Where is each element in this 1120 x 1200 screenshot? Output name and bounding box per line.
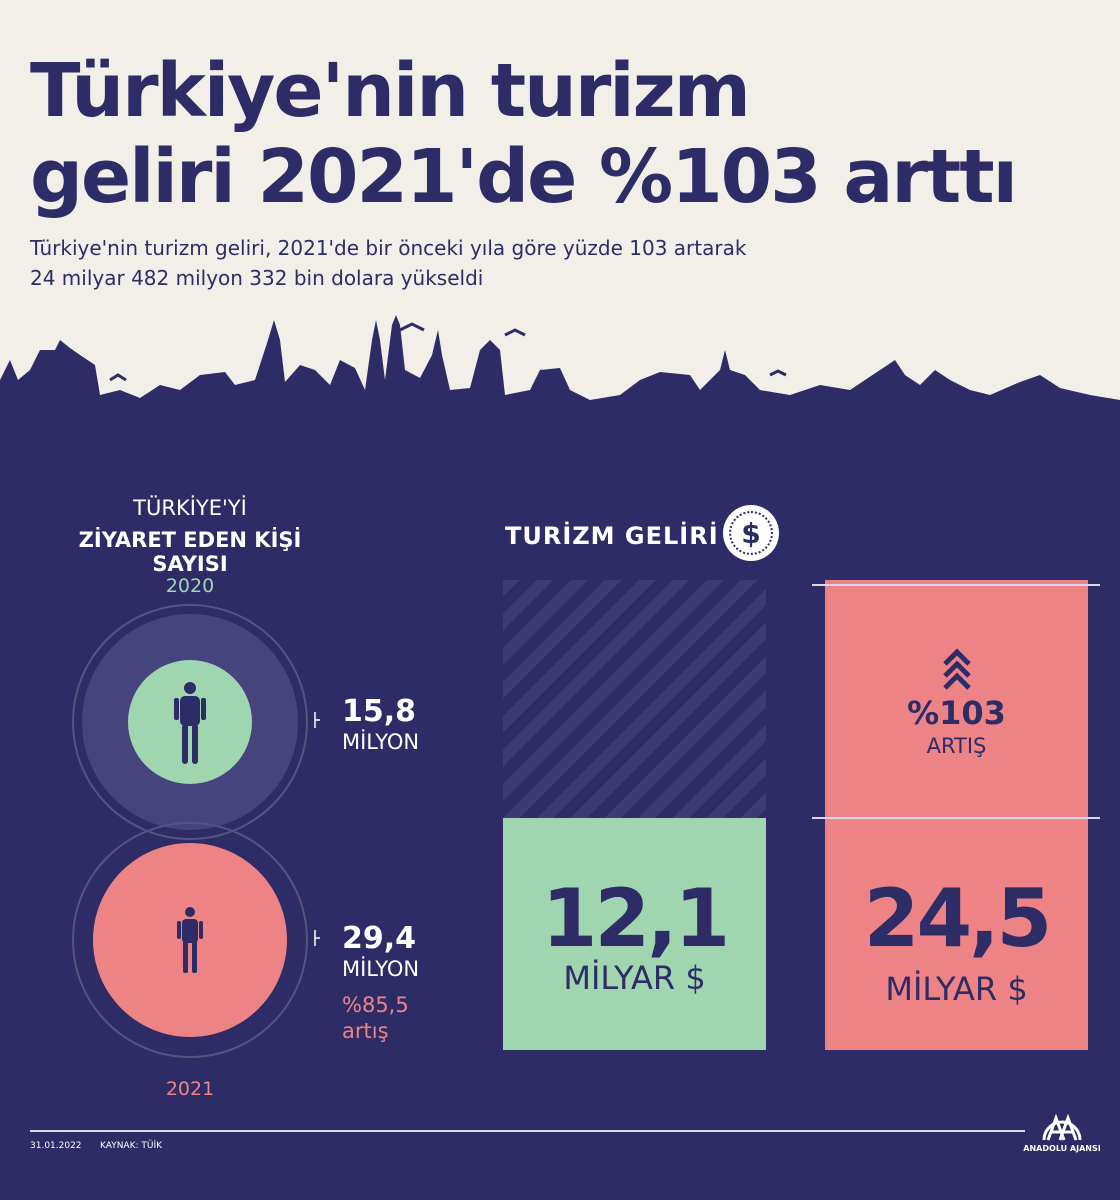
anadolu-logo-icon bbox=[1042, 1113, 1082, 1141]
footer-date: 31.01.2022 bbox=[30, 1141, 82, 1151]
anadolu-logo-text: ANADOLU AJANSI bbox=[1023, 1144, 1101, 1153]
bar-2020: 12,1 MİLYAR $ bbox=[503, 817, 766, 1050]
title-line-2: geliri 2021'de %103 arttı bbox=[30, 134, 1018, 220]
visitors-change-label: artış bbox=[342, 1019, 389, 1043]
visitors-heading-line2: ZİYARET EDEN KİŞİ SAYISI bbox=[78, 528, 302, 576]
subtitle-line-1: Türkiye'nin turizm geliri, 2021'de bir ö… bbox=[30, 236, 747, 260]
bar-2020-gap bbox=[503, 580, 766, 818]
bar-mid-line bbox=[812, 817, 1100, 819]
chevrons-up-icon bbox=[943, 648, 971, 690]
revenue-increase: %103 bbox=[907, 694, 1006, 732]
bar-2021 bbox=[825, 580, 1088, 1050]
footer-divider bbox=[30, 1130, 1025, 1132]
year-2020-label: 2020 bbox=[165, 575, 215, 597]
ring-2021 bbox=[72, 822, 308, 1058]
dollar-icon: $ bbox=[723, 505, 779, 561]
visitors-circles bbox=[72, 604, 320, 1058]
visitors-2020-unit: MİLYON bbox=[342, 730, 420, 754]
bar-2020-unit: MİLYAR $ bbox=[563, 958, 706, 997]
year-2021-label: 2021 bbox=[165, 1078, 215, 1100]
bar-2021-value: 24,5 bbox=[863, 872, 1052, 965]
revenue-heading: TURİZM GELİRİ bbox=[505, 522, 719, 550]
bar-2021-unit: MİLYAR $ bbox=[885, 970, 1028, 1008]
visitors-2021-unit: MİLYON bbox=[342, 957, 420, 981]
person-icon-2020 bbox=[174, 682, 206, 764]
title-line-1: Türkiye'nin turizm bbox=[30, 48, 751, 134]
person-icon-2021 bbox=[177, 907, 203, 973]
subtitle: Türkiye'nin turizm geliri, 2021'de bir ö… bbox=[30, 233, 746, 293]
bar-top-line bbox=[812, 584, 1100, 586]
city-skyline-illustration bbox=[0, 315, 1120, 440]
header-background bbox=[0, 0, 1120, 430]
visitors-change: %85,5 bbox=[342, 993, 409, 1017]
revenue-increase-label: ARTIŞ bbox=[926, 734, 987, 758]
page-title: Türkiye'nin turizm geliri 2021'de %103 a… bbox=[30, 48, 1018, 220]
visitors-heading-line1: TÜRKİYE'Yİ bbox=[133, 496, 247, 520]
visitors-2021-value: 29,4 bbox=[342, 921, 417, 956]
subtitle-line-2: 24 milyar 482 milyon 332 bin dolara yüks… bbox=[30, 266, 484, 290]
visitors-2020-value: 15,8 bbox=[342, 694, 417, 729]
footer-source: KAYNAK: TÜİK bbox=[100, 1141, 163, 1151]
bar-2020-value: 12,1 bbox=[541, 871, 730, 965]
ring-2020 bbox=[72, 604, 308, 840]
